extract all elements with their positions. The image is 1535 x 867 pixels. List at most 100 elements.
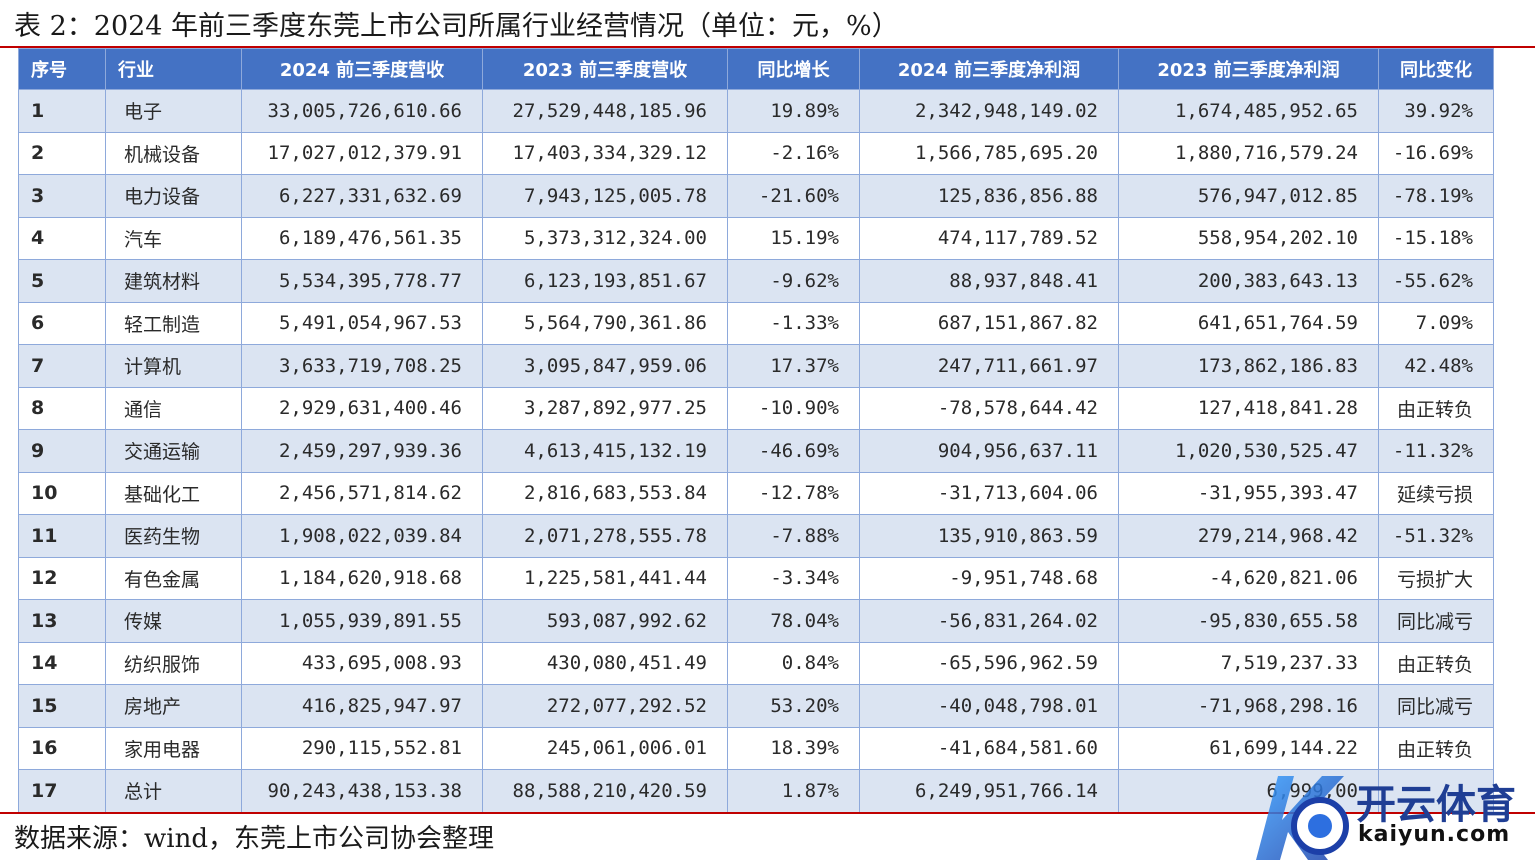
- cell-profit-change: 同比减亏: [1378, 599, 1494, 643]
- cell-index: 9: [18, 429, 106, 473]
- cell-profit-change: 7.09%: [1378, 301, 1494, 345]
- cell-revenue-growth: -46.69%: [727, 429, 860, 473]
- cell-profit-2024: 1,566,785,695.20: [859, 131, 1119, 175]
- cell-revenue-growth: 19.89%: [727, 89, 860, 133]
- cell-revenue-growth: -9.62%: [727, 259, 860, 303]
- cell-index: 1: [18, 89, 106, 133]
- cell-industry: 轻工制造: [105, 301, 242, 345]
- header-row: 序号 行业 2024 前三季度营收 2023 前三季度营收 同比增长 2024 …: [18, 48, 1494, 90]
- cell-revenue-2024: 2,459,297,939.36: [241, 429, 483, 473]
- cell-revenue-growth: -2.16%: [727, 131, 860, 175]
- table-row: 3 电力设备 6,227,331,632.69 7,943,125,005.78 -21…: [18, 174, 1494, 218]
- cell-profit-change: 由正转负: [1378, 386, 1494, 430]
- cell-profit-change: 由正转负: [1378, 641, 1494, 685]
- cell-revenue-growth: 78.04%: [727, 599, 860, 643]
- col-header-revenue-2023: 2023 前三季度营收: [482, 48, 728, 90]
- cell-profit-2023: -4,620,821.06: [1118, 556, 1379, 600]
- cell-profit-2024: 2,342,948,149.02: [859, 89, 1119, 133]
- cell-profit-2024: -41,684,581.60: [859, 726, 1119, 770]
- table-row: 6 轻工制造 5,491,054,967.53 5,564,790,361.86 -1.…: [18, 301, 1494, 345]
- cell-profit-change: -15.18%: [1378, 216, 1494, 260]
- cell-revenue-2023: 2,071,278,555.78: [482, 514, 728, 558]
- cell-profit-change: -55.62%: [1378, 259, 1494, 303]
- cell-profit-change: -11.32%: [1378, 429, 1494, 473]
- cell-revenue-2023: 5,373,312,324.00: [482, 216, 728, 260]
- table-row: 7 计算机 3,633,719,708.25 3,095,847,959.06 17.3…: [18, 344, 1494, 388]
- cell-industry: 电子: [105, 89, 242, 133]
- table-row: 16 家用电器 290,115,552.81 245,061,006.01 18.39%…: [18, 726, 1494, 770]
- cell-profit-2023: -95,830,655.58: [1118, 599, 1379, 643]
- table-row: 2 机械设备 17,027,012,379.91 17,403,334,329.12-…: [18, 131, 1494, 175]
- cell-profit-2023: -71,968,298.16: [1118, 684, 1379, 728]
- cell-index: 15: [18, 684, 106, 728]
- cell-profit-2024: 88,937,848.41: [859, 259, 1119, 303]
- cell-revenue-2023: 272,077,292.52: [482, 684, 728, 728]
- cell-revenue-2024: 2,929,631,400.46: [241, 386, 483, 430]
- cell-industry: 家用电器: [105, 726, 242, 770]
- cell-industry: 交通运输: [105, 429, 242, 473]
- cell-profit-change: 由正转负: [1378, 726, 1494, 770]
- cell-revenue-2023: 3,095,847,959.06: [482, 344, 728, 388]
- cell-profit-change: 39.92%: [1378, 89, 1494, 133]
- cell-profit-2023: -31,955,393.47: [1118, 471, 1379, 515]
- cell-profit-2023: 1,674,485,952.65: [1118, 89, 1379, 133]
- watermark-brand: 开云体育: [1356, 782, 1516, 828]
- cell-revenue-2023: 430,080,451.49: [482, 641, 728, 685]
- cell-industry: 机械设备: [105, 131, 242, 175]
- cell-revenue-2024: 290,115,552.81: [241, 726, 483, 770]
- cell-profit-change: 延续亏损: [1378, 471, 1494, 515]
- cell-industry: 电力设备: [105, 174, 242, 218]
- col-header-profit-2023: 2023 前三季度净利润: [1118, 48, 1379, 90]
- col-header-revenue-2024: 2024 前三季度营收: [241, 48, 483, 90]
- cell-revenue-2024: 416,825,947.97: [241, 684, 483, 728]
- cell-revenue-2023: 2,816,683,553.84: [482, 471, 728, 515]
- cell-revenue-2024: 1,055,939,891.55: [241, 599, 483, 643]
- cell-revenue-growth: -12.78%: [727, 471, 860, 515]
- cell-profit-2023: 127,418,841.28: [1118, 386, 1379, 430]
- cell-revenue-2023: 5,564,790,361.86: [482, 301, 728, 345]
- cell-revenue-growth: -3.34%: [727, 556, 860, 600]
- cell-profit-2023: 576,947,012.85: [1118, 174, 1379, 218]
- cell-revenue-growth: 0.84%: [727, 641, 860, 685]
- cell-profit-2024: 125,836,856.88: [859, 174, 1119, 218]
- cell-revenue-growth: 53.20%: [727, 684, 860, 728]
- cell-index: 10: [18, 471, 106, 515]
- cell-industry: 建筑材料: [105, 259, 242, 303]
- cell-profit-2023: 61,699,144.22: [1118, 726, 1379, 770]
- cell-revenue-growth: -7.88%: [727, 514, 860, 558]
- cell-revenue-2023: 6,123,193,851.67: [482, 259, 728, 303]
- source-note: 数据来源：wind，东莞上市公司协会整理: [14, 824, 494, 854]
- cell-revenue-2024: 90,243,438,153.38: [241, 769, 483, 813]
- cell-revenue-2024: 6,227,331,632.69: [241, 174, 483, 218]
- cell-revenue-2024: 6,189,476,561.35: [241, 216, 483, 260]
- cell-revenue-2023: 1,225,581,441.44: [482, 556, 728, 600]
- cell-revenue-2023: 27,529,448,185.96: [482, 89, 728, 133]
- col-header-revenue-growth: 同比增长: [727, 48, 860, 90]
- cell-revenue-2024: 3,633,719,708.25: [241, 344, 483, 388]
- table-row: 4 汽车 6,189,476,561.35 5,373,312,324.00 15.19…: [18, 216, 1494, 260]
- cell-revenue-growth: -10.90%: [727, 386, 860, 430]
- cell-revenue-growth: 17.37%: [727, 344, 860, 388]
- table-row: 9 交通运输 2,459,297,939.36 4,613,415,132.19 -46…: [18, 429, 1494, 473]
- cell-profit-change: -78.19%: [1378, 174, 1494, 218]
- watermark-logo: 开云体育 kaiyun.com: [1248, 768, 1528, 864]
- cell-profit-2023: 1,020,530,525.47: [1118, 429, 1379, 473]
- table-row: 1 电子 33,005,726,610.66 27,529,448,185.96 19.…: [18, 89, 1494, 133]
- cell-industry: 医药生物: [105, 514, 242, 558]
- cell-industry: 总计: [105, 769, 242, 813]
- kaiyun-logo-icon: [1256, 776, 1349, 860]
- cell-profit-change: 42.48%: [1378, 344, 1494, 388]
- table-row: 12 有色金属 1,184,620,918.68 1,225,581,441.44 -3…: [18, 556, 1494, 600]
- cell-industry: 计算机: [105, 344, 242, 388]
- watermark-domain: kaiyun.com: [1358, 822, 1511, 847]
- cell-industry: 通信: [105, 386, 242, 430]
- cell-profit-2024: 247,711,661.97: [859, 344, 1119, 388]
- cell-profit-2023: 558,954,202.10: [1118, 216, 1379, 260]
- table-body: 1 电子 33,005,726,610.66 27,529,448,185.96 19.…: [18, 89, 1494, 813]
- cell-revenue-growth: 18.39%: [727, 726, 860, 770]
- cell-profit-2024: -9,951,748.68: [859, 556, 1119, 600]
- cell-revenue-2024: 33,005,726,610.66: [241, 89, 483, 133]
- cell-revenue-2023: 4,613,415,132.19: [482, 429, 728, 473]
- cell-profit-2024: -78,578,644.42: [859, 386, 1119, 430]
- cell-profit-2024: 6,249,951,766.14: [859, 769, 1119, 813]
